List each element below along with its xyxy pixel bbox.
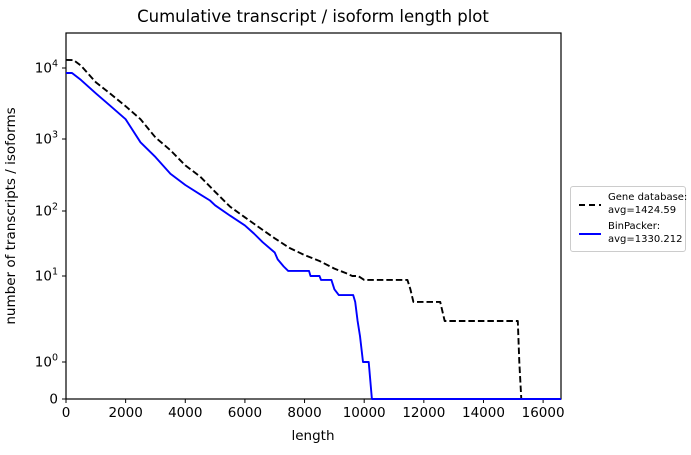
y-tick-label: 102 bbox=[35, 202, 58, 220]
x-tick-label: 2000 bbox=[108, 405, 142, 421]
y-tick-label: 104 bbox=[35, 59, 58, 77]
x-tick-label: 16000 bbox=[522, 405, 565, 421]
legend-label: Gene database: avg=1424.59 bbox=[608, 192, 687, 217]
axes-frame bbox=[65, 32, 562, 400]
x-axis-label: length bbox=[291, 428, 334, 444]
x-tick-label: 14000 bbox=[462, 405, 505, 421]
x-tick-label: 6000 bbox=[228, 405, 262, 421]
dashed-line-sample-icon bbox=[579, 203, 601, 206]
legend-label: BinPacker: avg=1330.212 bbox=[608, 221, 683, 246]
chart-title: Cumulative transcript / isoform length p… bbox=[137, 7, 489, 26]
x-tick-label: 12000 bbox=[402, 405, 445, 421]
series-line-gene-database bbox=[65, 58, 561, 400]
legend-label-line2: avg=1330.212 bbox=[608, 233, 683, 245]
y-tick-label: 0 bbox=[49, 392, 58, 408]
legend: Gene database: avg=1424.59 BinPacker: av… bbox=[570, 186, 687, 252]
plot-area: 0 2000 4000 6000 8000 10000 12000 14000 16000 104… bbox=[35, 32, 565, 421]
legend-label-line1: BinPacker: bbox=[608, 221, 661, 232]
y-tick-label: 103 bbox=[35, 130, 58, 148]
legend-label-line2: avg=1424.59 bbox=[608, 204, 677, 216]
x-tick-label: 8000 bbox=[287, 405, 321, 421]
legend-item-gene-database: Gene database: avg=1424.59 bbox=[578, 192, 687, 217]
solid-line-sample-icon bbox=[579, 232, 601, 235]
y-tick-label: 100 bbox=[35, 353, 58, 371]
legend-item-binpacker: BinPacker: avg=1330.212 bbox=[578, 221, 683, 246]
y-tick-label: 101 bbox=[35, 267, 58, 285]
y-axis-label: number of transcripts / isoforms bbox=[3, 107, 19, 324]
x-tick-label: 0 bbox=[62, 405, 71, 421]
x-tick-label: 4000 bbox=[168, 405, 202, 421]
series-line-binpacker bbox=[66, 72, 561, 400]
legend-label-line1: Gene database: bbox=[608, 192, 688, 203]
x-tick-label: 10000 bbox=[343, 405, 386, 421]
